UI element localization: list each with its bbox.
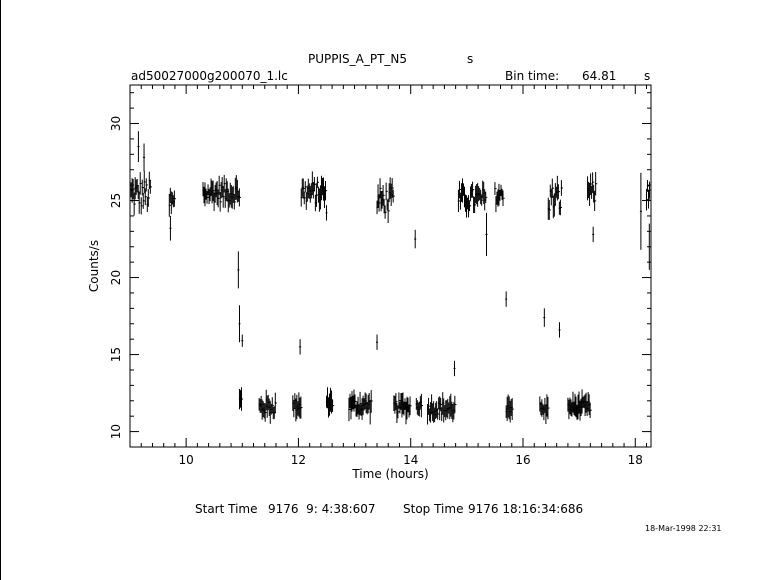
start-time-label: Start Time (195, 502, 258, 516)
data-segment (567, 389, 592, 421)
x-tick-label: 18 (628, 453, 643, 467)
isolated-point (325, 205, 328, 221)
stop-time-label: Stop Time (403, 502, 464, 516)
data-segment (258, 389, 277, 424)
data-segment (645, 180, 652, 211)
y-tick-label: 15 (109, 347, 123, 362)
data-segment (393, 392, 412, 425)
data-segment (494, 182, 505, 213)
date-stamp: 18-Mar-1998 22:31 (645, 524, 722, 533)
start-time-value: 9176 9: 4:38:607 (268, 502, 376, 516)
data-segment (348, 389, 373, 425)
data-segment (505, 394, 514, 423)
isolated-point (505, 291, 508, 307)
isolated-point (453, 360, 456, 377)
y-tick-label: 30 (109, 116, 123, 131)
plot-frame (129, 84, 652, 448)
stop-time-value: 9176 18:16:34:686 (468, 502, 584, 516)
isolated-point (592, 226, 595, 243)
isolated-point (237, 251, 240, 289)
data-segment (539, 394, 550, 425)
bin-time-value: 64.81 (582, 69, 617, 83)
isolated-point (414, 229, 417, 249)
data-segment (292, 392, 303, 422)
data-segment (325, 387, 335, 418)
x-tick-label: 12 (291, 453, 306, 467)
y-axis-title: Counts/s (87, 240, 101, 292)
data-segment (457, 178, 488, 218)
y-tick-label: 25 (109, 193, 123, 208)
bin-time-label: Bin time: (505, 69, 560, 83)
isolated-point (376, 334, 379, 350)
data-segment (426, 392, 457, 425)
data-segment (300, 171, 328, 212)
x-axis-title: Time (hours) (351, 467, 428, 481)
data-segment (202, 174, 241, 213)
chart-title: PUPPIS_A_PT_N5 (308, 52, 408, 66)
isolated-point (238, 305, 241, 343)
bin-time-unit: s (644, 69, 651, 83)
isolated-point (639, 172, 642, 250)
x-tick-label: 16 (515, 453, 530, 467)
isolated-point (648, 223, 651, 270)
data-segment (130, 170, 152, 216)
x-tick-label: 14 (403, 453, 418, 467)
data-segment (415, 393, 423, 418)
isolated-point (169, 215, 172, 241)
data-segment (547, 175, 564, 220)
data-segment (168, 187, 176, 217)
y-tick-label: 10 (109, 424, 123, 439)
data-segment (586, 171, 598, 211)
isolated-point (299, 339, 302, 355)
isolated-point (241, 334, 244, 347)
data-segment (376, 177, 395, 224)
file-name: ad50027000g200070_1.lc (131, 69, 288, 83)
y-tick-label: 20 (109, 270, 123, 285)
data-marks (130, 131, 652, 425)
axis-ticks (129, 85, 651, 448)
x-tick-label: 10 (179, 453, 194, 467)
isolated-point (558, 322, 561, 338)
axis-labels: 10 12 14 16 18 10 15 20 25 30 Time (hours) Counts/s (87, 116, 643, 481)
isolated-point (543, 308, 546, 327)
data-segment (238, 387, 244, 411)
isolated-point (485, 212, 488, 256)
title-unit: s (467, 52, 474, 66)
isolated-point (137, 131, 140, 163)
isolated-point (143, 143, 146, 172)
